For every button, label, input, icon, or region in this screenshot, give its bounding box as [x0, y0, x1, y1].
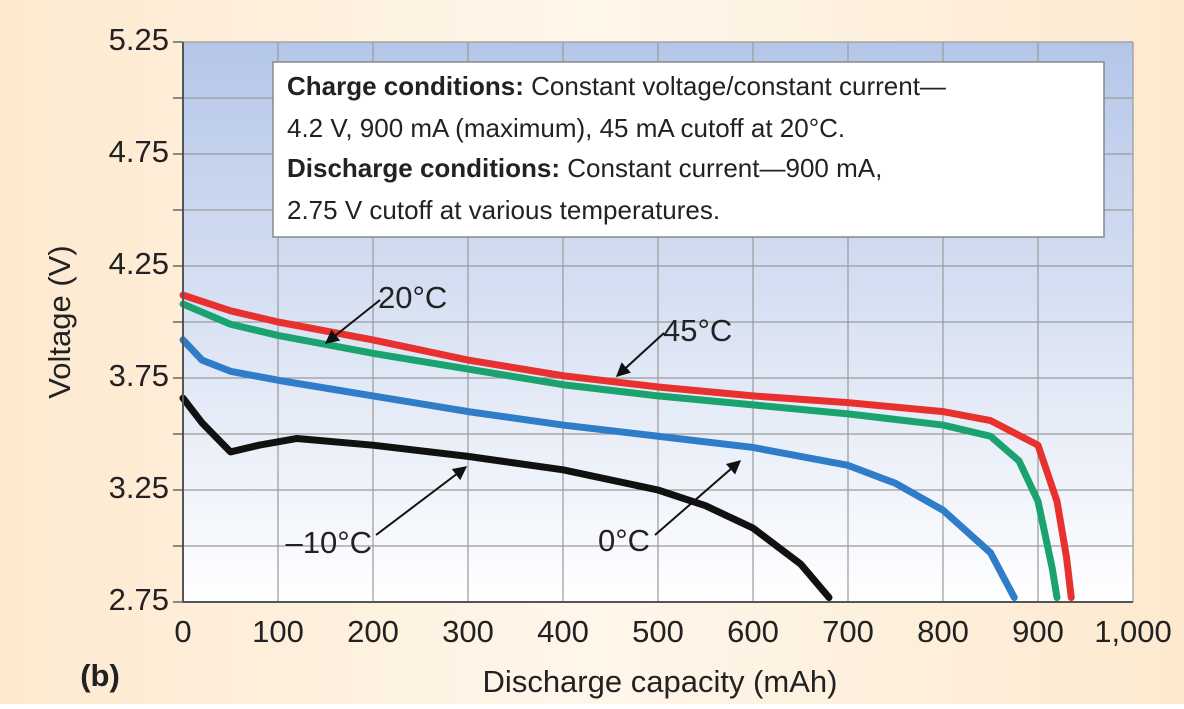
x-tick-label: 500 [632, 614, 684, 649]
x-tick-label: 200 [347, 614, 399, 649]
series-line [179, 394, 833, 602]
x-tick-label: 1,000 [1094, 614, 1172, 649]
x-tick-label: 700 [822, 614, 874, 649]
note-text: 2.75 V cutoff at various temperatures. [287, 195, 720, 225]
x-tick-label: 400 [537, 614, 589, 649]
series-line [179, 291, 1075, 602]
x-axis-label: Discharge capacity (mAh) [483, 664, 838, 699]
note-text: Constant current—900 mA, [567, 153, 882, 183]
y-tick-label: 5.25 [109, 22, 169, 57]
series-label: 0°C [598, 523, 650, 558]
y-axis-label: Voltage (V) [42, 245, 77, 398]
note-text: 4.2 V, 900 mA (maximum), 45 mA cutoff at… [287, 113, 845, 143]
panel-label: (b) [80, 658, 120, 693]
callout-arrow [375, 466, 468, 536]
series-label: 45°C [663, 313, 732, 348]
y-tick-label: 2.75 [109, 582, 169, 617]
callout-arrow [615, 332, 665, 377]
note-heading: Discharge conditions: [287, 153, 560, 183]
callout-arrow [654, 460, 742, 536]
y-tick-label: 4.75 [109, 134, 169, 169]
note-heading: Charge conditions: [287, 71, 524, 101]
x-tick-label: 300 [442, 614, 494, 649]
series-label: 20°C [378, 280, 447, 315]
x-tick-label: 100 [252, 614, 304, 649]
note-text: Constant voltage/constant current— [531, 71, 946, 101]
x-tick-label: 900 [1012, 614, 1064, 649]
series-line [179, 336, 1018, 602]
x-tick-label: 800 [917, 614, 969, 649]
y-tick-label: 3.25 [109, 470, 169, 505]
series-label: –10°C [285, 525, 372, 560]
note-box [272, 61, 1105, 238]
x-tick-label: 600 [727, 614, 779, 649]
y-tick-label: 4.25 [109, 246, 169, 281]
note-line: Discharge conditions: Constant current—9… [287, 153, 882, 183]
callout-arrow [324, 299, 381, 344]
note-line: Charge conditions: Constant voltage/cons… [287, 71, 946, 101]
x-tick-label: 0 [174, 614, 191, 649]
y-tick-label: 3.75 [109, 358, 169, 393]
series-line [179, 300, 1061, 602]
